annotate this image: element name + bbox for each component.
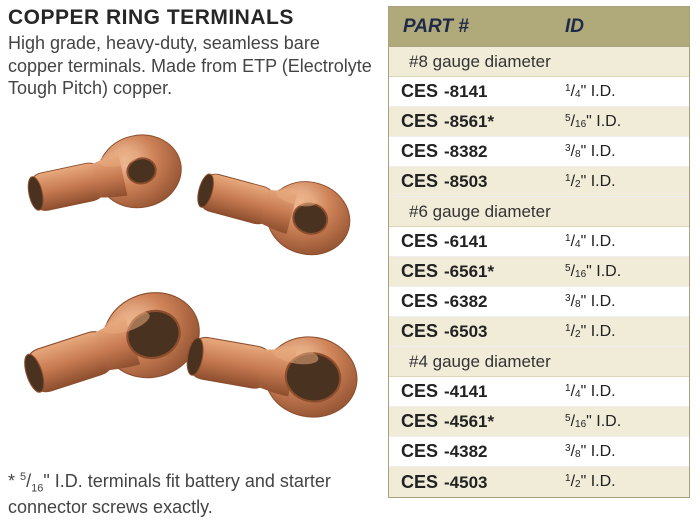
id-cell: 1/2" I.D. bbox=[565, 173, 616, 191]
part-cell: CES -6503 bbox=[389, 321, 565, 342]
part-cell: CES -6382 bbox=[389, 291, 565, 312]
part-suffix: -6503 bbox=[444, 322, 487, 342]
table-header-row: PART # ID bbox=[389, 7, 689, 47]
parts-table: PART # ID #8 gauge diameter CES -8141 1/4" … bbox=[388, 6, 690, 498]
part-cell: CES -6561* bbox=[389, 261, 565, 282]
terminals-svg bbox=[8, 110, 378, 450]
part-cell: CES -4561* bbox=[389, 411, 565, 432]
col-header-part: PART # bbox=[389, 16, 565, 38]
table-row: CES -4382 3/8" I.D. bbox=[389, 437, 689, 467]
id-cell: 3/8" I.D. bbox=[565, 293, 616, 311]
table-row: CES -8141 1/4" I.D. bbox=[389, 77, 689, 107]
part-cell: CES -4503 bbox=[389, 472, 565, 493]
part-prefix: CES bbox=[401, 411, 438, 432]
group-row: #8 gauge diameter bbox=[389, 47, 689, 77]
part-prefix: CES bbox=[401, 472, 438, 493]
part-prefix: CES bbox=[401, 261, 438, 282]
part-cell: CES -8382 bbox=[389, 141, 565, 162]
part-suffix: -4561* bbox=[444, 412, 494, 432]
id-cell: 1/2" I.D. bbox=[565, 323, 616, 341]
table-row: CES -6561* 5/16" I.D. bbox=[389, 257, 689, 287]
table-row: CES -4561* 5/16" I.D. bbox=[389, 407, 689, 437]
part-suffix: -8141 bbox=[444, 82, 487, 102]
part-prefix: CES bbox=[401, 141, 438, 162]
part-prefix: CES bbox=[401, 81, 438, 102]
id-cell: 1/4" I.D. bbox=[565, 83, 616, 101]
part-suffix: -8382 bbox=[444, 142, 487, 162]
part-suffix: -4503 bbox=[444, 473, 487, 493]
id-cell: 1/2" I.D. bbox=[565, 473, 616, 491]
part-prefix: CES bbox=[401, 111, 438, 132]
table-row: CES -8561* 5/16" I.D. bbox=[389, 107, 689, 137]
page-title: COPPER RING TERMINALS bbox=[8, 6, 378, 30]
part-cell: CES -8141 bbox=[389, 81, 565, 102]
id-cell: 5/16" I.D. bbox=[565, 413, 621, 431]
part-suffix: -4382 bbox=[444, 442, 487, 462]
description: High grade, heavy-duty, seamless bare co… bbox=[8, 32, 378, 100]
group-row: #4 gauge diameter bbox=[389, 347, 689, 377]
left-column: COPPER RING TERMINALS High grade, heavy-… bbox=[8, 6, 378, 100]
table-row: CES -6382 3/8" I.D. bbox=[389, 287, 689, 317]
table-row: CES -4503 1/2" I.D. bbox=[389, 467, 689, 497]
group-row: #6 gauge diameter bbox=[389, 197, 689, 227]
part-cell: CES -6141 bbox=[389, 231, 565, 252]
id-cell: 1/4" I.D. bbox=[565, 383, 616, 401]
part-cell: CES -4382 bbox=[389, 441, 565, 462]
part-cell: CES -4141 bbox=[389, 381, 565, 402]
part-suffix: -8561* bbox=[444, 112, 494, 132]
part-cell: CES -8503 bbox=[389, 171, 565, 192]
part-prefix: CES bbox=[401, 171, 438, 192]
part-prefix: CES bbox=[401, 441, 438, 462]
id-cell: 5/16" I.D. bbox=[565, 113, 621, 131]
table-row: CES -6503 1/2" I.D. bbox=[389, 317, 689, 347]
part-cell: CES -8561* bbox=[389, 111, 565, 132]
part-suffix: -6382 bbox=[444, 292, 487, 312]
product-image bbox=[8, 110, 378, 450]
table-row: CES -8382 3/8" I.D. bbox=[389, 137, 689, 167]
part-prefix: CES bbox=[401, 231, 438, 252]
table-body: #8 gauge diameter CES -8141 1/4" I.D. CES -85… bbox=[389, 47, 689, 497]
id-cell: 1/4" I.D. bbox=[565, 233, 616, 251]
part-prefix: CES bbox=[401, 291, 438, 312]
part-prefix: CES bbox=[401, 321, 438, 342]
table-row: CES -4141 1/4" I.D. bbox=[389, 377, 689, 407]
col-header-id: ID bbox=[565, 16, 584, 38]
id-cell: 3/8" I.D. bbox=[565, 443, 616, 461]
part-suffix: -8503 bbox=[444, 172, 487, 192]
part-suffix: -6561* bbox=[444, 262, 494, 282]
table-row: CES -6141 1/4" I.D. bbox=[389, 227, 689, 257]
id-cell: 5/16" I.D. bbox=[565, 263, 621, 281]
part-suffix: -6141 bbox=[444, 232, 487, 252]
id-cell: 3/8" I.D. bbox=[565, 143, 616, 161]
part-prefix: CES bbox=[401, 381, 438, 402]
footnote: * 5/16" I.D. terminals fit battery and s… bbox=[8, 470, 378, 519]
part-suffix: -4141 bbox=[444, 382, 487, 402]
table-row: CES -8503 1/2" I.D. bbox=[389, 167, 689, 197]
